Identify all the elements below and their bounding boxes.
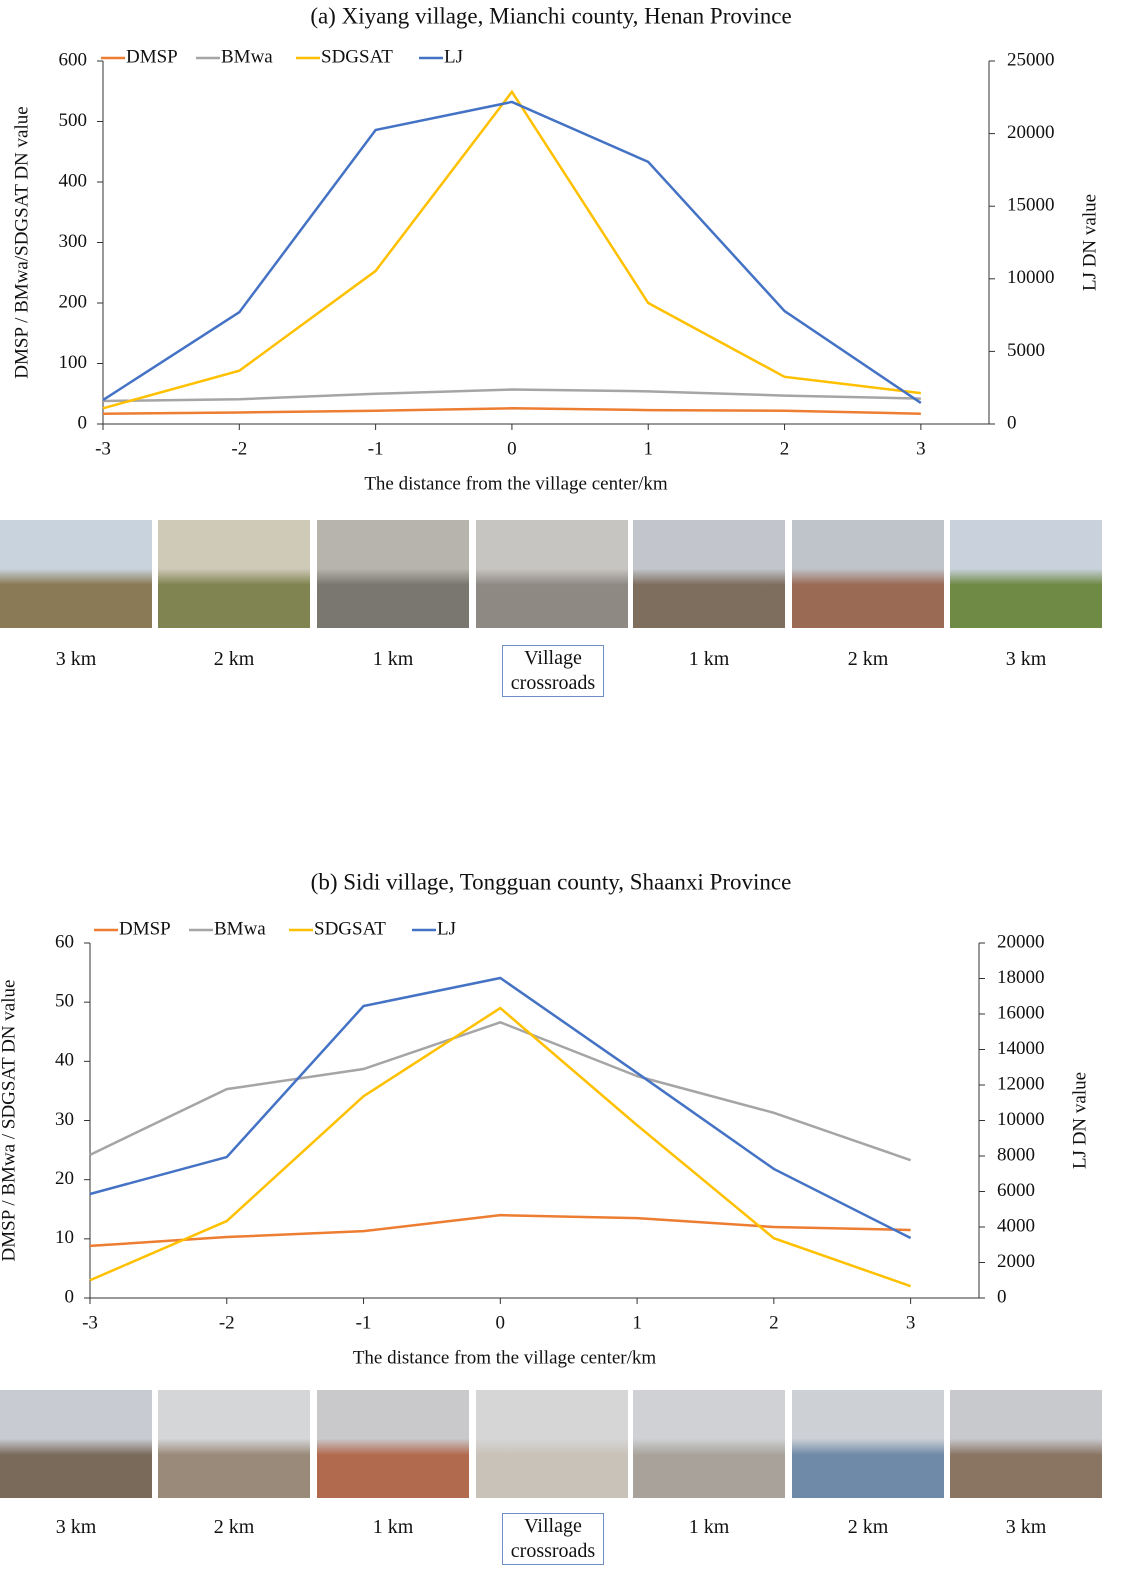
series-line bbox=[103, 408, 921, 413]
x-tick-label: 0 bbox=[496, 1312, 506, 1333]
series-line bbox=[90, 1215, 911, 1246]
x-axis-title: The distance from the village center/km bbox=[353, 1347, 657, 1368]
photo bbox=[0, 1390, 152, 1498]
y2-tick-label: 2000 bbox=[997, 1251, 1035, 1272]
x-tick-label: 3 bbox=[916, 438, 926, 459]
y2-tick-label: 8000 bbox=[997, 1144, 1035, 1165]
photo bbox=[950, 520, 1102, 628]
y-axis-title: DMSP / BMwa/SDGSAT DN value bbox=[11, 106, 32, 378]
y2-axis-title: LJ DN value bbox=[1069, 1072, 1090, 1169]
figure: (a) Xiyang village, Mianchi county, Hena… bbox=[0, 0, 1122, 1591]
y-tick-label: 30 bbox=[55, 1109, 74, 1130]
y-tick-label: 500 bbox=[59, 110, 88, 131]
y2-tick-label: 5000 bbox=[1007, 340, 1045, 361]
series-line bbox=[103, 390, 921, 401]
photo-caption: 2 km bbox=[174, 647, 294, 672]
photo bbox=[158, 1390, 310, 1498]
x-tick-label: 0 bbox=[507, 438, 517, 459]
x-tick-label: -2 bbox=[219, 1312, 235, 1333]
series-line bbox=[90, 1022, 911, 1160]
x-tick-label: 2 bbox=[780, 438, 790, 459]
y-tick-label: 10 bbox=[55, 1227, 74, 1248]
y-tick-label: 200 bbox=[59, 291, 88, 312]
y-tick-label: 50 bbox=[55, 991, 74, 1012]
x-tick-label: -2 bbox=[231, 438, 247, 459]
photo-caption: 2 km bbox=[174, 1515, 294, 1540]
legend-label: DMSP bbox=[126, 46, 178, 67]
photo bbox=[158, 520, 310, 628]
photo-caption: Village crossroads bbox=[502, 645, 604, 697]
photo-caption: 1 km bbox=[649, 1515, 769, 1540]
y-tick-label: 20 bbox=[55, 1168, 74, 1189]
legend-label: SDGSAT bbox=[314, 918, 386, 939]
series-line bbox=[103, 92, 921, 408]
y2-tick-label: 15000 bbox=[1007, 195, 1055, 216]
x-tick-label: 1 bbox=[632, 1312, 642, 1333]
chart: (a) Xiyang village, Mianchi county, Hena… bbox=[0, 0, 1122, 1591]
photo-caption: 3 km bbox=[966, 1515, 1086, 1540]
photo bbox=[317, 520, 469, 628]
y2-tick-label: 14000 bbox=[997, 1038, 1045, 1059]
x-axis-title: The distance from the village center/km bbox=[364, 473, 668, 494]
y2-tick-label: 25000 bbox=[1007, 49, 1055, 70]
y2-tick-label: 0 bbox=[1007, 412, 1017, 433]
x-tick-label: -1 bbox=[356, 1312, 372, 1333]
y2-tick-label: 10000 bbox=[997, 1109, 1045, 1130]
photo-caption: Village crossroads bbox=[502, 1513, 604, 1565]
legend-label: BMwa bbox=[221, 46, 273, 67]
photo-caption: 1 km bbox=[649, 647, 769, 672]
legend-label: SDGSAT bbox=[321, 46, 393, 67]
x-tick-label: -1 bbox=[368, 438, 384, 459]
series-line bbox=[90, 1008, 911, 1286]
y2-tick-label: 12000 bbox=[997, 1073, 1045, 1094]
y-tick-label: 60 bbox=[55, 931, 74, 952]
x-tick-label: 3 bbox=[906, 1312, 916, 1333]
y-tick-label: 40 bbox=[55, 1050, 74, 1071]
y2-tick-label: 10000 bbox=[1007, 267, 1055, 288]
photo bbox=[792, 520, 944, 628]
y-tick-label: 0 bbox=[78, 412, 88, 433]
legend-label: LJ bbox=[437, 918, 456, 939]
photo bbox=[792, 1390, 944, 1498]
x-tick-label: 2 bbox=[769, 1312, 779, 1333]
legend-label: DMSP bbox=[119, 918, 171, 939]
photo-caption: 2 km bbox=[808, 1515, 928, 1540]
chart-title: (a) Xiyang village, Mianchi county, Hena… bbox=[310, 3, 791, 28]
legend-label: LJ bbox=[444, 46, 463, 67]
x-tick-label: -3 bbox=[82, 1312, 98, 1333]
photo bbox=[476, 1390, 628, 1498]
photo bbox=[0, 520, 152, 628]
photo bbox=[633, 520, 785, 628]
legend-label: BMwa bbox=[214, 918, 266, 939]
y2-tick-label: 16000 bbox=[997, 1002, 1045, 1023]
photo bbox=[317, 1390, 469, 1498]
y-tick-label: 400 bbox=[59, 170, 88, 191]
y-tick-label: 600 bbox=[59, 49, 88, 70]
y2-tick-label: 6000 bbox=[997, 1180, 1035, 1201]
y-tick-label: 100 bbox=[59, 352, 88, 373]
x-tick-label: -3 bbox=[95, 438, 111, 459]
photo-caption: 3 km bbox=[966, 647, 1086, 672]
y-tick-label: 300 bbox=[59, 231, 88, 252]
y2-tick-label: 18000 bbox=[997, 967, 1045, 988]
series-line bbox=[90, 978, 911, 1238]
y2-tick-label: 4000 bbox=[997, 1215, 1035, 1236]
y-tick-label: 0 bbox=[65, 1286, 75, 1307]
y-axis-title: DMSP / BMwa / SDGSAT DN value bbox=[0, 980, 19, 1262]
photo-caption: 3 km bbox=[16, 647, 136, 672]
y2-tick-label: 20000 bbox=[997, 931, 1045, 952]
y2-tick-label: 20000 bbox=[1007, 122, 1055, 143]
photo bbox=[476, 520, 628, 628]
photo-caption: 2 km bbox=[808, 647, 928, 672]
y2-tick-label: 0 bbox=[997, 1286, 1007, 1307]
y2-axis-title: LJ DN value bbox=[1079, 194, 1100, 291]
x-tick-label: 1 bbox=[643, 438, 653, 459]
photo bbox=[950, 1390, 1102, 1498]
photo-caption: 3 km bbox=[16, 1515, 136, 1540]
photo bbox=[633, 1390, 785, 1498]
chart-title: (b) Sidi village, Tongguan county, Shaan… bbox=[311, 869, 792, 894]
series-line bbox=[103, 102, 921, 403]
photo-caption: 1 km bbox=[333, 1515, 453, 1540]
photo-caption: 1 km bbox=[333, 647, 453, 672]
